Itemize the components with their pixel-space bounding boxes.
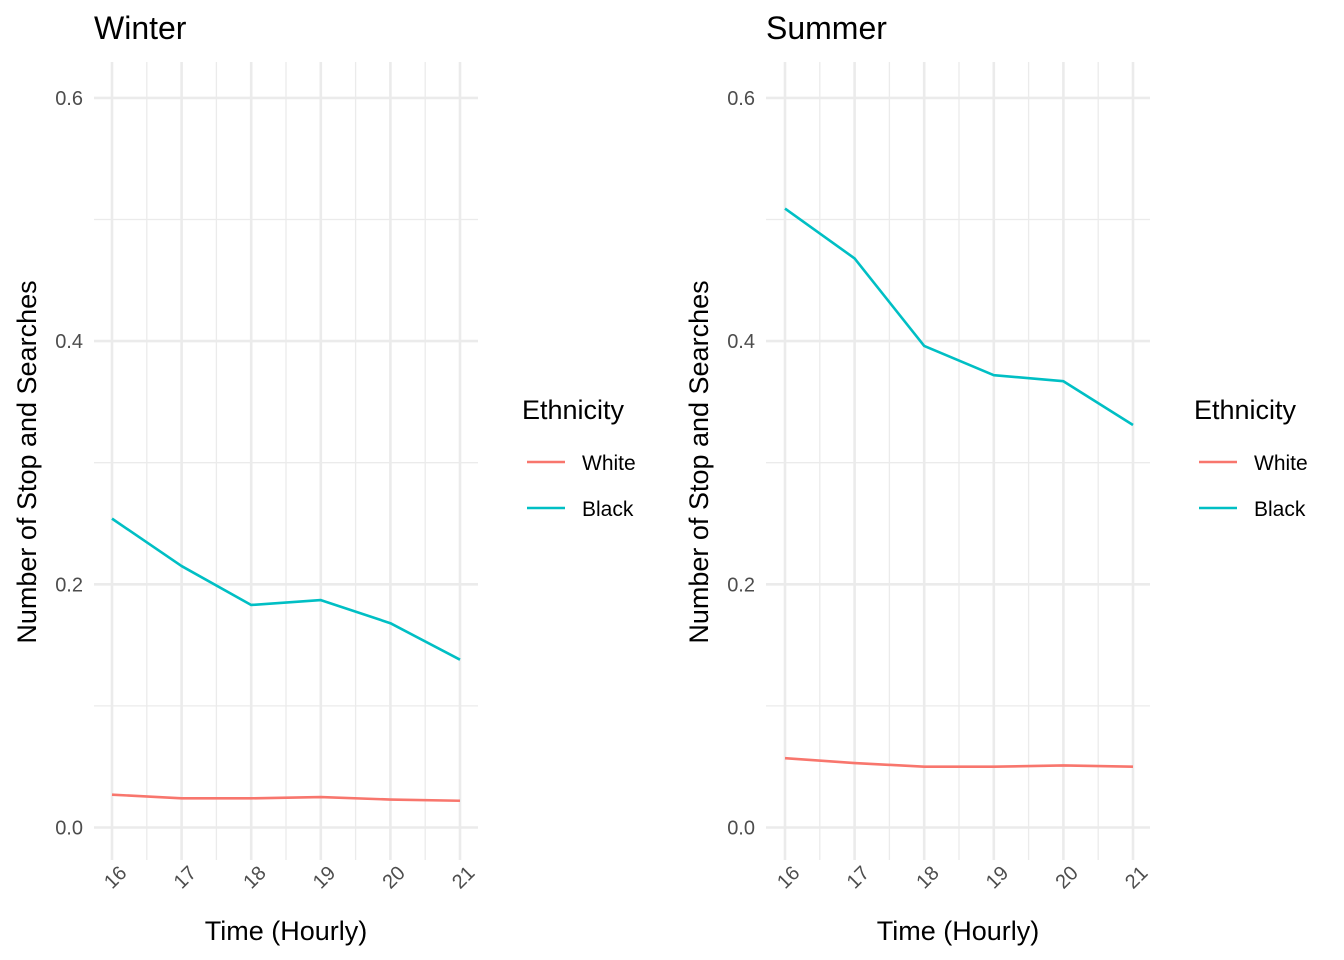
- x-tick-label: 21: [1121, 862, 1152, 893]
- x-tick-label: 19: [309, 862, 340, 893]
- x-tick-label: 18: [239, 862, 270, 893]
- y-tick-label: 0.2: [727, 574, 755, 596]
- x-tick-label: 16: [773, 862, 804, 893]
- legend-title: Ethnicity: [522, 395, 625, 425]
- y-tick-label: 0.4: [727, 331, 755, 353]
- legend-label-white: White: [582, 452, 636, 475]
- series-line-white: [111, 793, 461, 803]
- series-line-white: [784, 756, 1134, 769]
- series-line-black: [784, 207, 1134, 427]
- x-tick-label: 17: [170, 862, 201, 893]
- y-axis-title: Number of Stop and Searches: [12, 280, 42, 643]
- x-tick-label: 18: [912, 862, 943, 893]
- y-tick-label: 0.0: [727, 818, 755, 840]
- legend-label-black: Black: [582, 498, 634, 521]
- x-tick-label: 20: [379, 862, 410, 893]
- legend: Ethnicity White Black: [1194, 395, 1308, 521]
- legend-label-white: White: [1254, 452, 1308, 475]
- y-axis-title: Number of Stop and Searches: [684, 280, 714, 643]
- chart-title: Summer: [766, 10, 887, 46]
- x-axis-title: Time (Hourly): [877, 916, 1040, 946]
- x-tick-label: 21: [448, 862, 479, 893]
- legend: Ethnicity White Black: [522, 395, 636, 521]
- legend-title: Ethnicity: [1194, 395, 1297, 425]
- series-line-black: [111, 517, 461, 661]
- x-axis-title: Time (Hourly): [205, 916, 368, 946]
- y-tick-label: 0.6: [55, 88, 83, 110]
- y-tick-label: 0.0: [55, 818, 83, 840]
- chart-title: Winter: [94, 10, 187, 46]
- y-tick-label: 0.2: [55, 574, 83, 596]
- x-tick-label: 19: [982, 862, 1013, 893]
- x-tick-label: 20: [1052, 862, 1083, 893]
- chart-panel-winter: 0.0 0.2 0.4 0.6 16 17 18 19 20 21 Winter Time (Hour…: [12, 10, 636, 946]
- y-tick-label: 0.4: [55, 331, 83, 353]
- legend-label-black: Black: [1254, 498, 1306, 521]
- y-tick-label: 0.6: [727, 88, 755, 110]
- x-tick-label: 17: [843, 862, 874, 893]
- chart-panel-summer: 0.0 0.2 0.4 0.6 16 17 18 19 20 21 Summer Time (Hour…: [684, 10, 1308, 946]
- x-tick-label: 16: [100, 862, 131, 893]
